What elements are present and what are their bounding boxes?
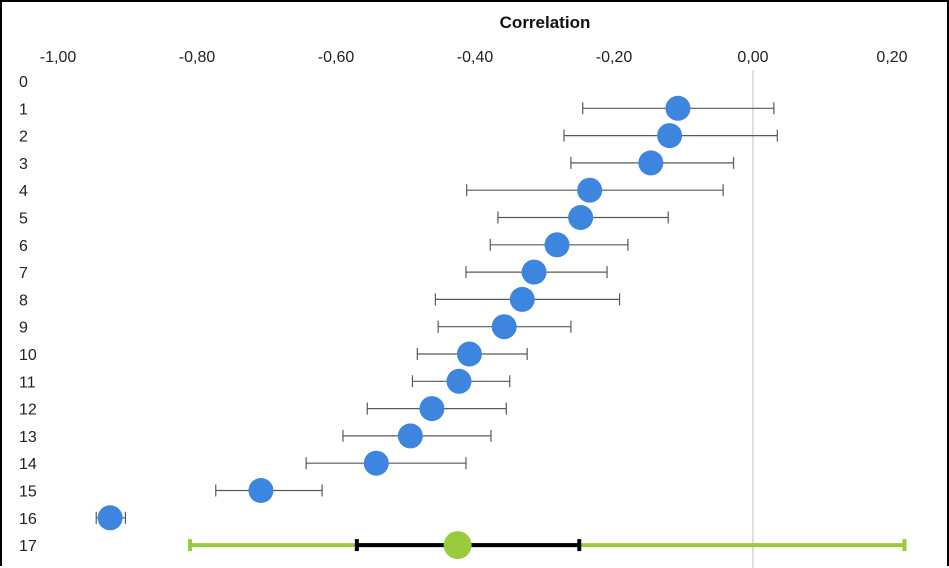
x-tick-label: -0,20 bbox=[596, 49, 633, 66]
y-tick-label: 4 bbox=[19, 183, 28, 200]
y-tick-label: 3 bbox=[19, 156, 28, 173]
x-tick-label: 0,20 bbox=[876, 49, 907, 66]
y-tick-label: 7 bbox=[19, 265, 28, 282]
y-tick-label: 17 bbox=[19, 538, 37, 555]
y-tick-label: 6 bbox=[19, 238, 28, 255]
x-tick-label: 0,00 bbox=[737, 49, 768, 66]
study-marker bbox=[97, 505, 123, 531]
study-marker bbox=[456, 341, 482, 367]
y-tick-label: 11 bbox=[19, 374, 36, 391]
y-tick-label: 10 bbox=[19, 347, 37, 364]
study-marker bbox=[419, 396, 445, 422]
y-tick-label: 8 bbox=[19, 292, 28, 309]
study-marker bbox=[363, 450, 389, 476]
x-tick-label: -0,60 bbox=[318, 49, 355, 66]
study-marker bbox=[665, 95, 691, 121]
y-tick-label: 15 bbox=[19, 484, 37, 501]
summary-estimate bbox=[188, 531, 907, 560]
study-marker bbox=[657, 123, 683, 149]
y-tick-label: 14 bbox=[19, 456, 37, 473]
y-tick-label: 13 bbox=[19, 429, 37, 446]
study-marker bbox=[638, 150, 664, 176]
y-tick-label: 16 bbox=[19, 511, 37, 528]
y-tick-label: 2 bbox=[19, 129, 28, 146]
study-markers bbox=[97, 95, 691, 531]
study-marker bbox=[544, 232, 570, 258]
y-tick-label: 5 bbox=[19, 211, 28, 228]
study-marker bbox=[568, 205, 594, 230]
study-marker bbox=[577, 177, 603, 203]
y-tick-label: 0 bbox=[19, 74, 28, 91]
chart-title: Correlation bbox=[500, 13, 591, 32]
study-error-bars bbox=[95, 102, 778, 524]
x-tick-label: -1,00 bbox=[40, 49, 77, 66]
x-axis-ticks: -1,00 -0,80 -0,60 -0,40 -0,20 0,00 0,20 bbox=[40, 49, 908, 66]
study-marker bbox=[491, 314, 517, 340]
x-tick-label: -0,40 bbox=[457, 49, 494, 66]
study-marker bbox=[446, 368, 472, 394]
study-marker bbox=[509, 286, 535, 312]
summary-marker bbox=[443, 531, 472, 560]
study-marker bbox=[521, 259, 547, 285]
y-tick-label: 12 bbox=[19, 402, 37, 419]
y-tick-label: 9 bbox=[19, 320, 28, 337]
study-marker bbox=[248, 478, 274, 503]
study-marker bbox=[397, 423, 423, 449]
x-tick-label: -0,80 bbox=[179, 49, 216, 66]
y-tick-label: 1 bbox=[19, 101, 28, 118]
